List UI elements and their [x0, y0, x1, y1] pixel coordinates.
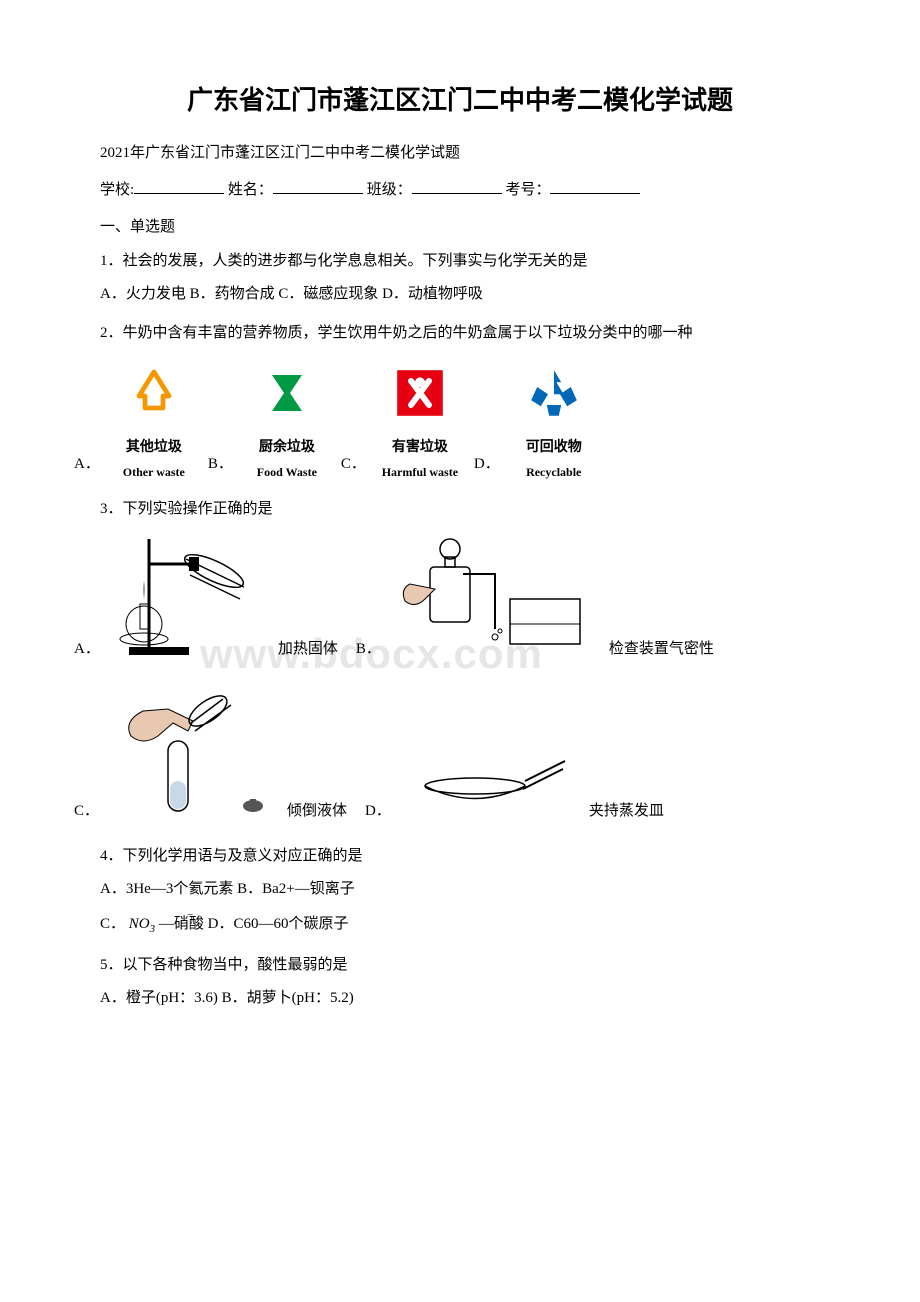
q3-c-letter: C． [70, 798, 103, 831]
q2-stem: 2．牛奶中含有丰富的营养物质，学生饮用牛奶之后的牛奶盒属于以下垃圾分类中的哪一种 [70, 320, 850, 347]
subtitle: 2021年广东省江门市蓬江区江门二中中考二模化学试题 [70, 141, 850, 162]
question-4: 4．下列化学用语与及意义对应正确的是 A．3He—3个氦元素 B．Ba2+—钡离… [70, 843, 850, 940]
school-blank [134, 179, 224, 194]
q3-stem: 3．下列实验操作正确的是 [70, 496, 850, 523]
examno-label: 考号： [505, 182, 550, 198]
q2-c-en: Harmful waste [382, 462, 458, 484]
q4-formula-sup: − [156, 906, 193, 926]
q3-d-letter: D． [361, 798, 395, 831]
examno-blank [550, 179, 640, 194]
question-2: 2．牛奶中含有丰富的营养物质，学生饮用牛奶之后的牛奶盒属于以下垃圾分类中的哪一种… [70, 320, 850, 484]
heating-solid-diagram [114, 529, 264, 659]
name-blank [273, 179, 363, 194]
q5-options: A．橙子(pH：3.6) B．胡萝卜(pH：5.2) [70, 985, 850, 1012]
question-5: 5．以下各种食物当中，酸性最弱的是 A．橙子(pH：3.6) B．胡萝卜(pH：… [70, 952, 850, 1012]
q4-formula-sub: 3 [150, 923, 156, 935]
q4-line2: C． NO−3 —硝酸 D．C60—60个碳原子 [70, 911, 850, 940]
holding-dish-diagram [405, 741, 575, 821]
q3-row2: C． 倾倒液体 D． [70, 681, 850, 831]
q2-opt-c-letter: C． [337, 451, 370, 484]
q3-c-label: 倾倒液体 [283, 798, 351, 831]
section-heading: 一、单选题 [70, 215, 850, 236]
q2-c-cn: 有害垃圾 [392, 435, 448, 460]
question-3: 3．下列实验操作正确的是 A． 加热固体 B [70, 496, 850, 831]
q2-a-cn: 其他垃圾 [126, 435, 182, 460]
harmful-waste-icon [390, 363, 450, 423]
q4-formula-base: NO [129, 916, 150, 932]
q2-b-en: Food Waste [257, 462, 317, 484]
recyclable-icon [524, 363, 584, 423]
q2-icon-food: 厨余垃圾 Food Waste [247, 353, 327, 484]
page-title: 广东省江门市蓬江区江门二中中考二模化学试题 [70, 80, 850, 117]
q2-opt-a-letter: A． [70, 451, 104, 484]
q2-d-cn: 可回收物 [526, 435, 582, 460]
q2-icon-row: A． 其他垃圾 Other waste B． 厨余垃圾 Food W [70, 353, 850, 484]
pouring-liquid-diagram [113, 681, 273, 821]
other-waste-icon [124, 363, 184, 423]
meta-line: 学校: 姓名： 班级： 考号： [70, 178, 850, 199]
q2-icon-other: 其他垃圾 Other waste [114, 353, 194, 484]
q2-icon-harmful: 有害垃圾 Harmful waste [380, 353, 460, 484]
airtight-check-diagram [395, 529, 595, 659]
q2-b-cn: 厨余垃圾 [259, 435, 315, 460]
q1-stem: 1．社会的发展，人类的进步都与化学息息相关。下列事实与化学无关的是 [70, 248, 850, 275]
q2-opt-b-letter: B． [204, 451, 237, 484]
q2-icon-recyclable: 可回收物 Recyclable [514, 353, 594, 484]
school-label: 学校: [100, 182, 134, 198]
q2-a-en: Other waste [123, 462, 185, 484]
food-waste-icon [257, 363, 317, 423]
q3-d-label: 夹持蒸发皿 [585, 798, 668, 831]
q3-b-letter: B． [352, 636, 385, 669]
q3-a-label: 加热固体 [274, 636, 342, 669]
document-body: 广东省江门市蓬江区江门二中中考二模化学试题 2021年广东省江门市蓬江区江门二中… [70, 80, 850, 1012]
class-blank [412, 179, 502, 194]
q5-stem: 5．以下各种食物当中，酸性最弱的是 [70, 952, 850, 979]
q1-options: A．火力发电 B．药物合成 C．磁感应现象 D．动植物呼吸 [70, 281, 850, 308]
q2-d-en: Recyclable [526, 462, 581, 484]
name-label: 姓名： [228, 182, 273, 198]
q3-b-label: 检查装置气密性 [605, 636, 718, 669]
question-1: 1．社会的发展，人类的进步都与化学息息相关。下列事实与化学无关的是 A．火力发电… [70, 248, 850, 308]
class-label: 班级： [367, 182, 412, 198]
q3-row1: A． 加热固体 B． [70, 529, 850, 669]
q4-stem: 4．下列化学用语与及意义对应正确的是 [70, 843, 850, 870]
q4-line1: A．3He—3个氦元素 B．Ba2+—钡离子 [70, 876, 850, 903]
q3-a-letter: A． [70, 636, 104, 669]
q4-c-pre: C． [100, 916, 125, 932]
q2-opt-d-letter: D． [470, 451, 504, 484]
q4-formula: NO−3 [129, 916, 159, 932]
